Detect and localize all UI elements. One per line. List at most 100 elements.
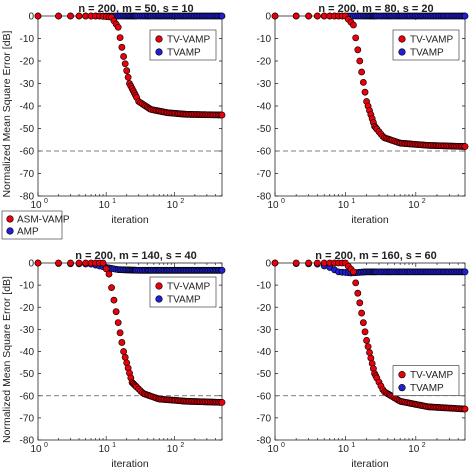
x-axis-label: iteration — [111, 214, 149, 226]
y-tick-label: -40 — [257, 102, 272, 113]
x-tick-exponent: 2 — [422, 198, 426, 205]
legend: TV-VAMP TVAMP — [392, 29, 460, 61]
data-point — [55, 12, 62, 20]
data-point — [121, 353, 129, 361]
data-point — [118, 43, 126, 51]
x-tick-label: 10 — [30, 444, 42, 455]
x-tick-exponent: 0 — [281, 442, 285, 449]
legend-marker — [398, 384, 406, 392]
x-tick-exponent: 0 — [44, 442, 48, 449]
x-tick-label: 10 — [408, 200, 420, 211]
legend-marker — [6, 227, 14, 235]
y-tick-label: -80 — [20, 436, 35, 447]
data-point — [55, 259, 62, 267]
data-point — [271, 12, 279, 20]
data-point — [118, 339, 126, 346]
legend-box — [392, 29, 460, 61]
data-point — [359, 319, 367, 327]
data-point — [271, 259, 279, 267]
data-point — [67, 12, 74, 20]
x-tick-exponent: 2 — [180, 442, 184, 449]
data-point — [99, 259, 107, 267]
chart-title: n = 200, m = 80, s = 20 — [318, 3, 433, 15]
chart-title: n = 200, m = 140, s = 40 — [75, 250, 196, 262]
y-tick-label: -50 — [20, 369, 35, 380]
x-tick-label: 10 — [99, 200, 111, 211]
data-point — [108, 284, 115, 292]
x-tick-exponent: 0 — [281, 198, 285, 205]
x-axis-label: iteration — [111, 458, 149, 470]
legend-label: ASM-VAMP — [17, 215, 70, 226]
y-tick-label: -20 — [20, 57, 35, 68]
y-tick-label: -10 — [20, 34, 35, 45]
y-tick-label: -40 — [20, 102, 35, 113]
y-tick-label: -70 — [20, 169, 35, 180]
data-point — [320, 12, 328, 20]
x-tick-label: 10 — [167, 200, 179, 211]
data-point — [356, 299, 364, 307]
data-point — [354, 289, 362, 297]
y-tick-label: -60 — [257, 391, 272, 402]
data-point — [105, 270, 113, 278]
data-point — [461, 268, 469, 276]
data-point — [292, 259, 300, 267]
legend-box — [149, 276, 217, 308]
y-axis-label: Normalized Mean Square Error [dB] — [1, 30, 13, 197]
legend: TV-VAMP TVAMP — [392, 365, 460, 396]
data-point — [116, 329, 124, 337]
y-tick-label: -50 — [257, 369, 272, 380]
data-point — [364, 343, 372, 351]
data-point — [352, 34, 360, 42]
y-tick-label: 0 — [28, 12, 34, 23]
outer-legend-box — [1, 210, 63, 240]
y-tick-label: 0 — [265, 12, 271, 23]
data-point — [358, 68, 366, 76]
series-tv-vamp — [271, 12, 469, 150]
x-tick-exponent: 0 — [44, 198, 48, 205]
y-tick-label: -80 — [257, 436, 272, 447]
x-tick-label: 10 — [267, 444, 279, 455]
series-tv-vamp — [34, 259, 226, 406]
legend-label: AMP — [17, 227, 39, 238]
data-point — [461, 12, 469, 20]
legend-marker — [398, 48, 406, 56]
x-tick-label: 10 — [30, 200, 42, 211]
y-tick-label: 0 — [265, 259, 271, 270]
y-tick-label: -70 — [257, 169, 272, 180]
data-point — [218, 111, 226, 119]
y-tick-label: -30 — [257, 79, 272, 90]
series-tv-vamp — [34, 12, 226, 119]
data-point — [75, 12, 83, 20]
x-tick-label: 10 — [338, 200, 350, 211]
data-point — [354, 46, 362, 54]
legend-label: TVAMP — [410, 383, 444, 394]
legend: TV-VAMP TVAMP — [149, 29, 217, 61]
data-point — [110, 296, 118, 304]
data-point — [313, 12, 321, 20]
y-tick-label: -80 — [257, 192, 272, 203]
legend: TV-VAMP TVAMP — [149, 276, 217, 308]
y-tick-label: -10 — [257, 281, 272, 292]
legend-marker — [398, 371, 406, 379]
data-point — [350, 268, 357, 276]
data-point — [121, 60, 129, 68]
x-tick-exponent: 1 — [112, 442, 116, 449]
y-tick-label: 0 — [28, 259, 34, 270]
x-tick-label: 10 — [338, 444, 350, 455]
data-point — [218, 12, 226, 20]
data-point — [361, 88, 369, 96]
x-tick-exponent: 1 — [351, 442, 355, 449]
y-tick-label: -50 — [257, 124, 272, 135]
data-point — [120, 53, 127, 60]
y-tick-label: -10 — [20, 281, 35, 292]
legend-marker — [155, 282, 163, 290]
legend-marker — [155, 35, 163, 43]
legend-marker — [155, 295, 163, 303]
data-point — [114, 23, 122, 31]
y-tick-label: -30 — [20, 79, 35, 90]
legend-box — [392, 365, 460, 396]
